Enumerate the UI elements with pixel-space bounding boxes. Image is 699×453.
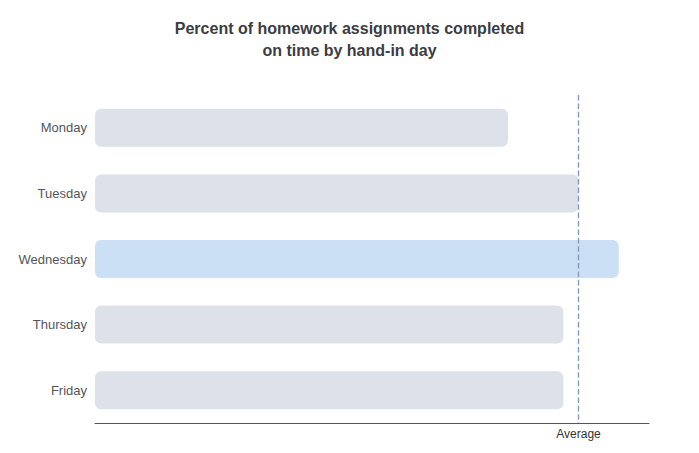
svg-text:Friday: Friday	[51, 383, 88, 398]
svg-text:Percent of homework assignment: Percent of homework assignments complete…	[175, 20, 524, 37]
svg-text:Tuesday: Tuesday	[38, 186, 88, 201]
svg-text:on time by hand-in day: on time by hand-in day	[262, 42, 436, 59]
svg-text:Average: Average	[556, 427, 601, 441]
svg-text:Monday: Monday	[41, 120, 88, 135]
svg-text:Wednesday: Wednesday	[19, 252, 88, 267]
svg-text:Thursday: Thursday	[33, 317, 88, 332]
